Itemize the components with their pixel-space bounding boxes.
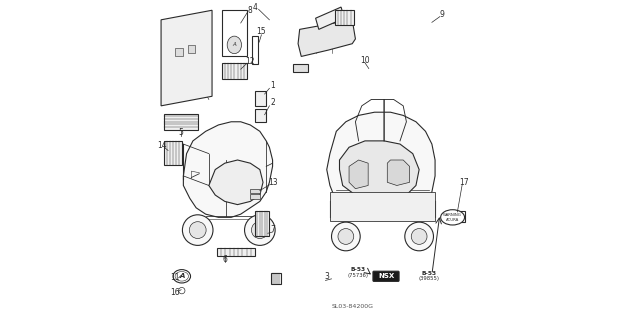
Bar: [456, 211, 465, 222]
Polygon shape: [349, 160, 368, 189]
Text: 11: 11: [170, 273, 180, 282]
Text: 12: 12: [246, 57, 255, 66]
Text: 17: 17: [459, 178, 468, 187]
Polygon shape: [161, 10, 212, 106]
Polygon shape: [387, 160, 409, 186]
Bar: [188, 45, 195, 53]
Bar: [271, 273, 281, 284]
Text: 2: 2: [270, 98, 275, 107]
Polygon shape: [183, 122, 273, 217]
Text: 14: 14: [157, 141, 166, 150]
Text: 5: 5: [179, 128, 183, 137]
Ellipse shape: [173, 270, 190, 283]
Polygon shape: [316, 7, 344, 29]
Bar: [222, 10, 247, 56]
Text: WARNING: WARNING: [443, 213, 462, 217]
Text: A: A: [232, 43, 236, 47]
Text: 4: 4: [252, 3, 257, 12]
Bar: [165, 141, 181, 165]
Text: (75736): (75736): [347, 273, 368, 278]
Text: A: A: [179, 273, 185, 279]
Text: 15: 15: [257, 28, 266, 36]
Text: B-53: B-53: [350, 268, 365, 272]
Text: SL03-84200G: SL03-84200G: [331, 304, 373, 309]
Text: 16: 16: [170, 288, 180, 297]
Bar: [251, 195, 260, 199]
Text: 10: 10: [360, 56, 370, 65]
Text: (39855): (39855): [418, 276, 439, 281]
Bar: [255, 92, 266, 106]
Bar: [293, 64, 308, 72]
Text: NSX: NSX: [378, 273, 394, 279]
Text: 3: 3: [324, 272, 329, 281]
Bar: [165, 114, 198, 130]
Circle shape: [189, 222, 206, 238]
Text: 7: 7: [270, 225, 275, 234]
Polygon shape: [330, 192, 435, 220]
Bar: [255, 211, 269, 236]
Text: ACURA: ACURA: [446, 218, 459, 222]
Text: 6: 6: [222, 255, 227, 264]
Circle shape: [405, 222, 433, 251]
Bar: [217, 248, 255, 256]
Bar: [251, 189, 260, 194]
Ellipse shape: [227, 36, 242, 54]
Polygon shape: [209, 160, 263, 204]
Text: 9: 9: [439, 10, 444, 19]
FancyBboxPatch shape: [373, 271, 399, 281]
Ellipse shape: [441, 210, 465, 225]
Text: 13: 13: [268, 179, 278, 188]
Text: B-53: B-53: [421, 271, 436, 276]
Text: 1: 1: [270, 81, 275, 90]
Text: 8: 8: [248, 6, 252, 15]
Circle shape: [411, 228, 427, 244]
Bar: [222, 63, 247, 79]
Polygon shape: [298, 20, 355, 56]
Circle shape: [338, 228, 354, 244]
Polygon shape: [340, 141, 419, 201]
Circle shape: [178, 287, 185, 294]
Circle shape: [244, 215, 275, 245]
Circle shape: [251, 222, 268, 238]
Circle shape: [332, 222, 360, 251]
Circle shape: [182, 215, 213, 245]
Polygon shape: [327, 112, 435, 220]
Bar: [175, 49, 183, 56]
Bar: [255, 109, 266, 123]
Bar: [335, 10, 354, 25]
Bar: [252, 36, 258, 64]
